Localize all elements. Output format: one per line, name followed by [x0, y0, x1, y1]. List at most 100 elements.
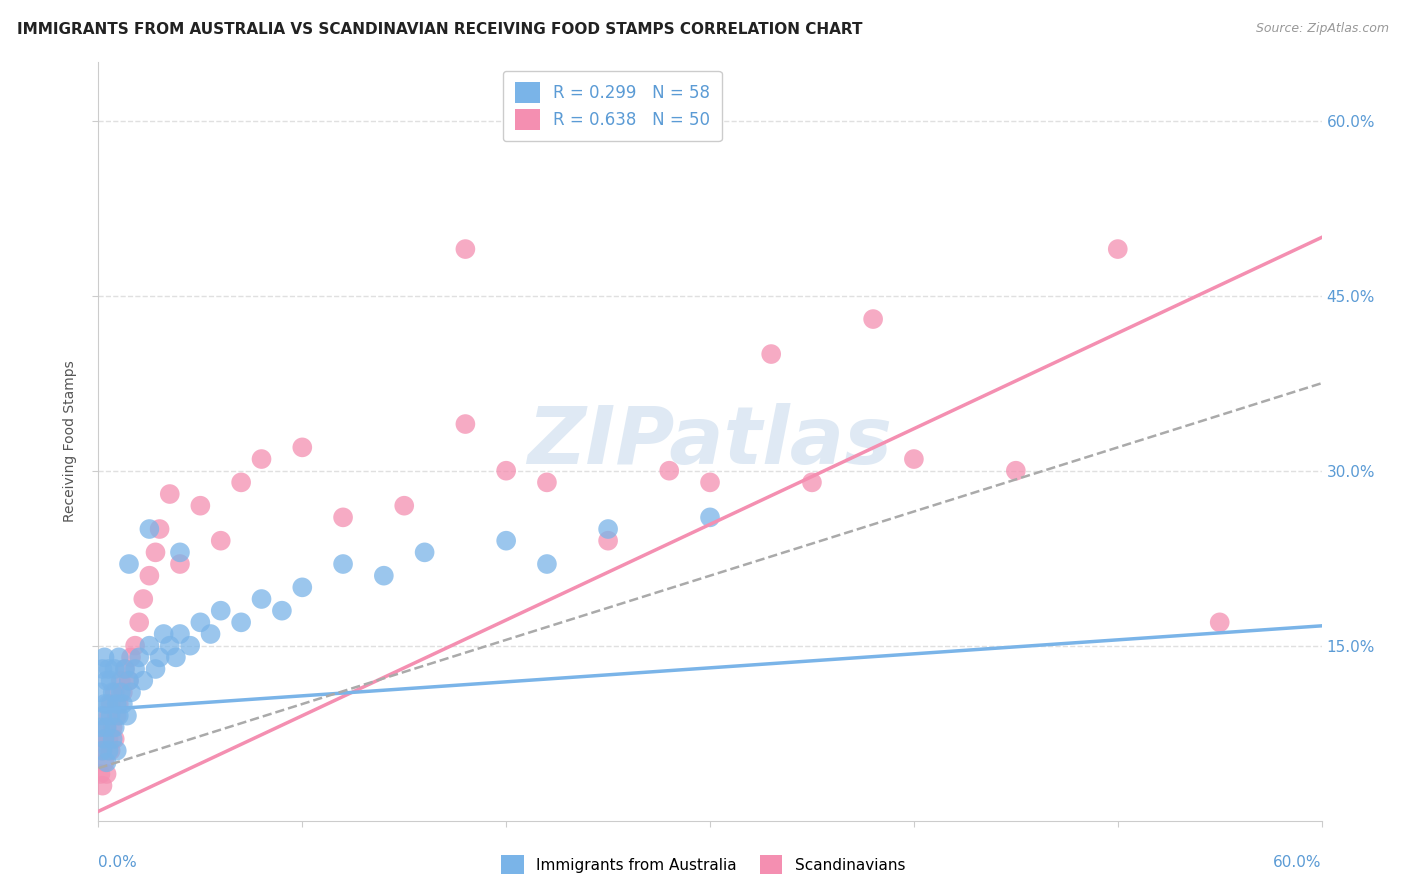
Point	[97, 731, 120, 746]
Point	[104, 685, 127, 699]
Point	[91, 708, 114, 723]
Point	[862, 312, 884, 326]
Point	[114, 662, 136, 676]
Point	[115, 708, 138, 723]
Point	[96, 673, 118, 688]
Point	[93, 697, 115, 711]
Point	[138, 568, 160, 582]
Text: Source: ZipAtlas.com: Source: ZipAtlas.com	[1256, 22, 1389, 36]
Point	[132, 673, 155, 688]
Point	[93, 756, 115, 770]
Point	[101, 720, 124, 734]
Point	[699, 475, 721, 490]
Point	[118, 673, 141, 688]
Point	[165, 650, 187, 665]
Point	[1107, 242, 1129, 256]
Point	[89, 720, 111, 734]
Point	[413, 545, 436, 559]
Point	[159, 639, 181, 653]
Point	[89, 767, 111, 781]
Point	[91, 779, 114, 793]
Point	[209, 533, 232, 548]
Point	[91, 744, 114, 758]
Point	[332, 510, 354, 524]
Point	[658, 464, 681, 478]
Point	[97, 697, 120, 711]
Point	[111, 697, 134, 711]
Point	[250, 592, 273, 607]
Point	[495, 464, 517, 478]
Point	[110, 685, 132, 699]
Point	[138, 522, 160, 536]
Point	[118, 557, 141, 571]
Point	[96, 720, 118, 734]
Point	[454, 417, 477, 431]
Point	[1004, 464, 1026, 478]
Point	[91, 662, 114, 676]
Point	[124, 662, 146, 676]
Point	[100, 744, 122, 758]
Point	[91, 744, 114, 758]
Point	[105, 697, 128, 711]
Point	[128, 615, 150, 630]
Point	[108, 650, 131, 665]
Point	[105, 744, 128, 758]
Point	[231, 475, 253, 490]
Point	[93, 731, 115, 746]
Point	[111, 685, 134, 699]
Point	[169, 557, 191, 571]
Point	[332, 557, 354, 571]
Point	[169, 627, 191, 641]
Point	[145, 662, 167, 676]
Point	[132, 592, 155, 607]
Point	[291, 441, 314, 455]
Point	[250, 452, 273, 467]
Point	[152, 627, 174, 641]
Point	[97, 744, 120, 758]
Point	[100, 697, 122, 711]
Point	[114, 662, 136, 676]
Point	[231, 615, 253, 630]
Point	[392, 499, 416, 513]
Point	[118, 673, 141, 688]
Point	[169, 545, 191, 559]
Text: 0.0%: 0.0%	[98, 855, 138, 870]
Point	[120, 650, 142, 665]
Legend: R = 0.299   N = 58, R = 0.638   N = 50: R = 0.299 N = 58, R = 0.638 N = 50	[503, 70, 721, 142]
Point	[100, 708, 122, 723]
Point	[96, 720, 118, 734]
Point	[270, 604, 294, 618]
Point	[801, 475, 824, 490]
Point	[93, 731, 115, 746]
Legend: Immigrants from Australia, Scandinavians: Immigrants from Australia, Scandinavians	[495, 849, 911, 880]
Point	[104, 662, 127, 676]
Point	[104, 720, 127, 734]
Point	[89, 685, 111, 699]
Point	[536, 475, 558, 490]
Point	[97, 708, 120, 723]
Point	[105, 708, 128, 723]
Point	[200, 627, 222, 641]
Point	[761, 347, 783, 361]
Point	[96, 767, 118, 781]
Point	[598, 533, 620, 548]
Point	[96, 756, 118, 770]
Point	[1209, 615, 1232, 630]
Point	[598, 522, 620, 536]
Text: ZIPatlas: ZIPatlas	[527, 402, 893, 481]
Point	[138, 639, 160, 653]
Point	[93, 650, 115, 665]
Point	[149, 522, 172, 536]
Point	[188, 615, 212, 630]
Point	[101, 731, 124, 746]
Point	[373, 568, 395, 582]
Point	[101, 685, 124, 699]
Point	[454, 242, 477, 256]
Point	[179, 639, 201, 653]
Point	[120, 685, 142, 699]
Text: IMMIGRANTS FROM AUSTRALIA VS SCANDINAVIAN RECEIVING FOOD STAMPS CORRELATION CHAR: IMMIGRANTS FROM AUSTRALIA VS SCANDINAVIA…	[17, 22, 862, 37]
Point	[149, 650, 172, 665]
Point	[110, 673, 132, 688]
Point	[495, 533, 517, 548]
Point	[128, 650, 150, 665]
